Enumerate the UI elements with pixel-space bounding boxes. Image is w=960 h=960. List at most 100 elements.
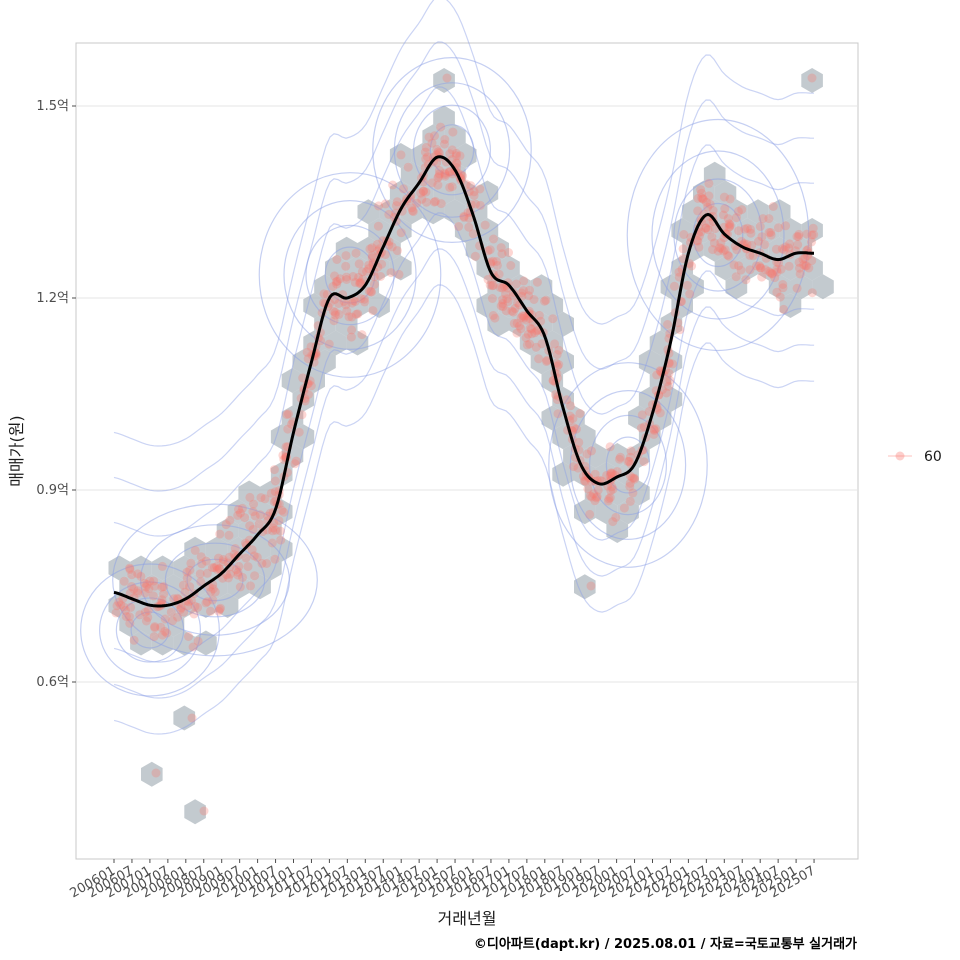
scatter-point	[709, 238, 719, 248]
scatter-point	[579, 476, 589, 486]
scatter-point	[553, 361, 562, 371]
hexbin	[184, 574, 206, 600]
scatter-point	[778, 283, 788, 293]
scatter-point	[440, 170, 450, 179]
scatter-point	[392, 201, 401, 211]
scatter-point	[765, 268, 775, 278]
scatter-point	[652, 370, 662, 380]
scatter-point	[565, 411, 575, 421]
scatter-point	[504, 248, 513, 257]
scatter-point	[807, 230, 817, 240]
density-contour	[80, 563, 220, 697]
scatter-point	[516, 313, 526, 323]
scatter-point	[412, 198, 422, 208]
hexbin	[238, 480, 260, 506]
scatter-point	[190, 601, 200, 611]
hexbin	[433, 105, 455, 131]
scatter-point	[182, 573, 192, 583]
scatter-point	[733, 206, 743, 216]
hexbin	[541, 405, 564, 431]
scatter-point	[268, 526, 278, 536]
scatter-point	[366, 287, 376, 297]
scatter-point	[392, 197, 402, 207]
scatter-point	[724, 219, 734, 229]
hexbin	[184, 799, 206, 825]
hexbin	[368, 218, 390, 243]
scatter-point	[586, 581, 596, 591]
scatter-point	[518, 311, 528, 321]
scatter-point	[483, 246, 493, 256]
hexbin	[541, 330, 564, 356]
hexbin	[606, 480, 629, 506]
hexbin	[498, 293, 520, 318]
scatter-point	[501, 306, 511, 316]
scatter-point	[354, 272, 363, 282]
scatter-point	[141, 582, 151, 592]
hexbin	[260, 480, 282, 506]
hexbin	[530, 349, 553, 375]
scatter-point	[779, 304, 789, 314]
hexbin	[335, 236, 358, 262]
scatter-point	[464, 213, 474, 223]
scatter-point	[589, 489, 599, 499]
scatter-point	[433, 180, 443, 190]
scatter-point	[459, 211, 469, 221]
scatter-point	[234, 561, 244, 571]
hexbin	[162, 611, 185, 637]
scatter-point	[331, 277, 341, 287]
scatter-point	[269, 465, 279, 475]
scatter-point	[608, 484, 618, 494]
scatter-point	[496, 301, 506, 311]
scatter-point	[252, 552, 262, 562]
scatter-point	[585, 491, 595, 501]
scatter-point	[362, 267, 372, 276]
scatter-point	[341, 261, 351, 271]
scatter-point	[521, 315, 531, 325]
density-contour	[283, 200, 417, 351]
scatter-point	[615, 452, 625, 462]
scatter-point	[125, 563, 135, 573]
hexbin	[216, 593, 239, 618]
hexbin	[768, 236, 791, 262]
scatter-point	[422, 197, 431, 207]
scatter-point	[348, 272, 358, 281]
hexbin	[325, 255, 347, 281]
hexbin	[173, 630, 196, 656]
density-contour	[113, 284, 815, 735]
y-tick-label: 1.5억	[36, 99, 69, 114]
scatter-point	[231, 565, 241, 575]
scatter-point	[800, 261, 810, 271]
scatter-point	[781, 221, 791, 231]
scatter-point	[202, 568, 212, 578]
scatter-point	[330, 310, 340, 320]
scatter-point	[781, 242, 790, 252]
scatter-point	[358, 274, 368, 284]
scatter-point	[157, 630, 167, 640]
scatter-point	[354, 259, 364, 269]
scatter-point	[731, 213, 741, 223]
scatter-point	[235, 582, 245, 592]
hexbin	[227, 574, 250, 600]
scatter-point	[365, 244, 375, 254]
scatter-point	[701, 197, 711, 207]
scatter-point	[347, 298, 357, 308]
scatter-point	[125, 564, 135, 574]
hexbin	[389, 255, 412, 281]
scatter-point	[150, 581, 160, 591]
scatter-point	[663, 320, 673, 329]
scatter-point	[534, 354, 544, 364]
scatter-point	[630, 474, 639, 484]
scatter-point	[518, 286, 528, 296]
density-contour	[673, 178, 763, 292]
hexbin	[703, 236, 726, 262]
scatter-point	[396, 228, 406, 238]
hexbin	[790, 236, 813, 262]
scatter-point	[612, 467, 622, 476]
scatter-point	[223, 573, 233, 583]
scatter-point	[422, 152, 432, 162]
scatter-point	[419, 186, 428, 196]
scatter-point	[516, 324, 526, 334]
scatter-point	[519, 313, 529, 323]
hexbin	[552, 349, 574, 375]
scatter-point	[582, 449, 592, 459]
